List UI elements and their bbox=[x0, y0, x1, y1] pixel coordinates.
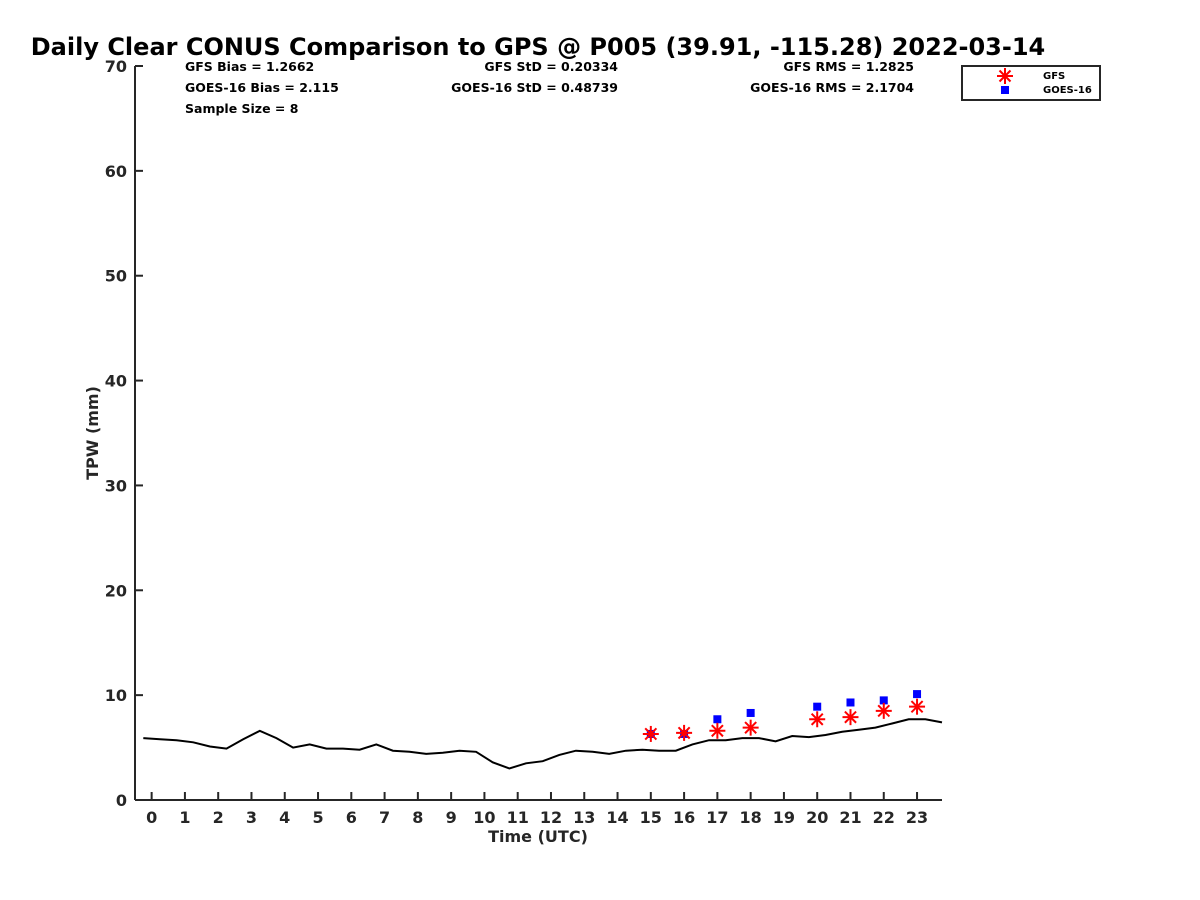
x-tick-label: 2 bbox=[213, 808, 224, 827]
goes-16-point bbox=[879, 696, 888, 705]
legend-goes-label: GOES-16 bbox=[1043, 85, 1092, 96]
x-tick-label: 1 bbox=[179, 808, 190, 827]
x-axis-label: Time (UTC) bbox=[488, 827, 588, 846]
x-tick-label: 23 bbox=[906, 808, 928, 827]
y-tick-label: 70 bbox=[105, 57, 127, 76]
x-tick-label: 8 bbox=[412, 808, 423, 827]
goes-16-point bbox=[713, 715, 722, 724]
gfs-point bbox=[676, 724, 693, 741]
x-tick-label: 6 bbox=[346, 808, 357, 827]
sample-size-stat: Sample Size = 8 bbox=[185, 101, 298, 116]
y-tick-label: 60 bbox=[105, 162, 127, 181]
goes-rms-stat: GOES-16 RMS = 2.1704 bbox=[750, 80, 914, 95]
y-tick-label: 30 bbox=[105, 476, 127, 495]
goes-std-stat: GOES-16 StD = 0.48739 bbox=[451, 80, 618, 95]
gfs-point bbox=[709, 722, 726, 739]
legend-gfs-marker bbox=[997, 68, 1013, 84]
gps-series-line bbox=[143, 718, 943, 770]
gfs-point bbox=[809, 711, 826, 728]
x-tick-label: 14 bbox=[606, 808, 628, 827]
gfs-point bbox=[909, 698, 926, 715]
x-tick-label: 5 bbox=[312, 808, 323, 827]
goes-16-point bbox=[813, 702, 822, 711]
x-tick-label: 9 bbox=[446, 808, 457, 827]
y-axis-label: TPW (mm) bbox=[83, 386, 102, 480]
x-tick-label: 17 bbox=[706, 808, 728, 827]
tick-layer: 0 1 2 3 4 5 6 7 8 9 10 11 12 13 14 15 16 17 18 19 20 21 22 2301… bbox=[105, 57, 928, 827]
gfs-point bbox=[842, 709, 859, 726]
goes-16-point bbox=[913, 690, 922, 699]
x-tick-label: 15 bbox=[640, 808, 662, 827]
x-tick-label: 3 bbox=[246, 808, 257, 827]
gfs-point bbox=[875, 702, 892, 719]
x-tick-label: 7 bbox=[379, 808, 390, 827]
gfs-rms-stat: GFS RMS = 1.2825 bbox=[783, 59, 914, 74]
y-tick-label: 0 bbox=[116, 791, 127, 810]
goes-bias-stat: GOES-16 Bias = 2.115 bbox=[185, 80, 339, 95]
goes-16-point bbox=[746, 708, 755, 717]
y-tick-label: 40 bbox=[105, 372, 127, 391]
y-tick-label: 50 bbox=[105, 267, 127, 286]
x-tick-label: 16 bbox=[673, 808, 695, 827]
x-tick-label: 22 bbox=[873, 808, 895, 827]
legend-gfs-label: GFS bbox=[1043, 71, 1065, 82]
goes-16-point bbox=[846, 698, 855, 707]
gfs-point bbox=[742, 719, 759, 736]
x-tick-label: 20 bbox=[806, 808, 828, 827]
x-tick-label: 12 bbox=[540, 808, 562, 827]
legend-goes-marker bbox=[1001, 86, 1009, 94]
gfs-std-stat: GFS StD = 0.20334 bbox=[484, 59, 618, 74]
x-tick-label: 19 bbox=[773, 808, 795, 827]
x-tick-label: 0 bbox=[146, 808, 157, 827]
legend: GFS GOES-16 bbox=[961, 65, 1101, 101]
gfs-points bbox=[642, 698, 926, 742]
gfs-bias-stat: GFS Bias = 1.2662 bbox=[185, 59, 314, 74]
y-tick-label: 10 bbox=[105, 686, 127, 705]
x-tick-label: 11 bbox=[507, 808, 529, 827]
y-tick-label: 20 bbox=[105, 581, 127, 600]
x-tick-label: 4 bbox=[279, 808, 290, 827]
legend-box bbox=[961, 65, 1101, 101]
x-tick-label: 21 bbox=[839, 808, 861, 827]
x-tick-label: 13 bbox=[573, 808, 595, 827]
chart-title: Daily Clear CONUS Comparison to GPS @ P0… bbox=[31, 33, 1045, 61]
gfs-point bbox=[642, 725, 659, 742]
x-tick-label: 10 bbox=[473, 808, 495, 827]
x-tick-label: 18 bbox=[740, 808, 762, 827]
